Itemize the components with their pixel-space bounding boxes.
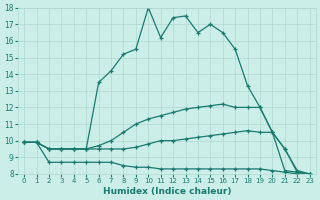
X-axis label: Humidex (Indice chaleur): Humidex (Indice chaleur) xyxy=(103,187,231,196)
